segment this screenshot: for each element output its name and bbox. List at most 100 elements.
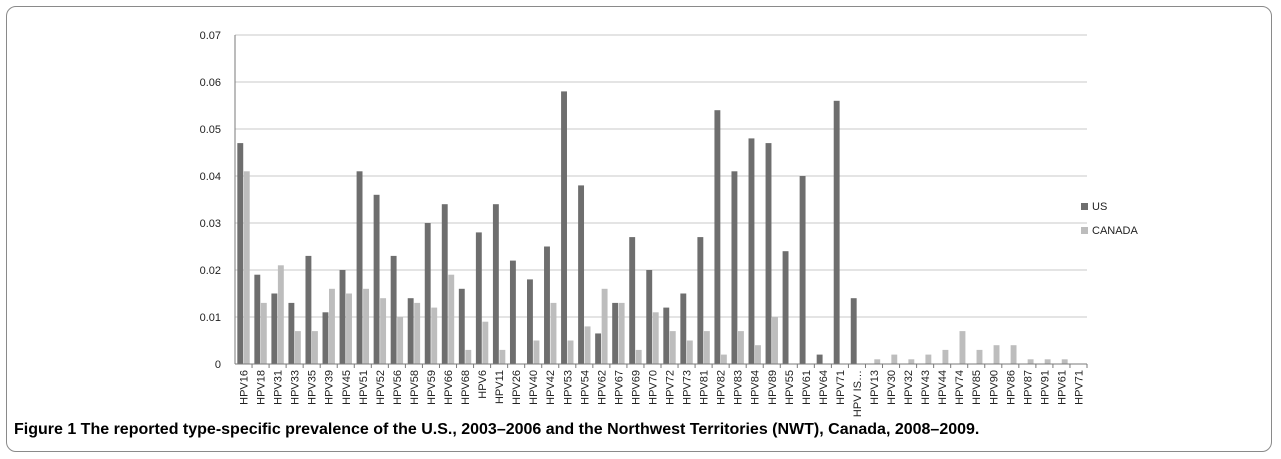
bar-canada-15 bbox=[499, 349, 506, 364]
legend-swatch-canada bbox=[1081, 227, 1088, 234]
figure-frame bbox=[6, 6, 1272, 452]
bar-us-22 bbox=[612, 302, 619, 364]
x-tick-label: HPV53 bbox=[562, 370, 574, 405]
x-tick-label: HPV71 bbox=[1073, 370, 1085, 405]
bar-us-28 bbox=[714, 110, 721, 364]
x-tick-labels: HPV16 HPV18 HPV31 HPV33 HPV35 HPV39 HPV45 HPV51… bbox=[239, 370, 1086, 417]
bar-us-12 bbox=[441, 204, 448, 364]
figure-caption: Figure 1 The reported type-specific prev… bbox=[14, 421, 980, 438]
legend: US CANADA bbox=[1081, 201, 1139, 237]
bar-canada-47 bbox=[1044, 359, 1051, 364]
bar-us-19 bbox=[561, 91, 567, 365]
bar-us-31 bbox=[765, 143, 772, 364]
bar-us-1 bbox=[254, 274, 261, 364]
x-tick-label: HPV69 bbox=[630, 370, 642, 405]
bar-us-30 bbox=[748, 138, 755, 364]
bar-us-10 bbox=[407, 298, 414, 364]
bar-us-13 bbox=[458, 288, 465, 364]
x-tick-label: HPV68 bbox=[460, 370, 472, 405]
y-tick-label: 0.04 bbox=[200, 171, 221, 183]
x-tick-label: HPV61 bbox=[1056, 370, 1068, 405]
bar-us-21 bbox=[595, 333, 602, 364]
x-tick-label: HPV43 bbox=[920, 370, 932, 405]
x-tick-label: HPV54 bbox=[579, 370, 591, 405]
bar-us-11 bbox=[424, 223, 431, 364]
x-tick-label: HPV40 bbox=[528, 370, 540, 405]
x-tick-label: HPV18 bbox=[256, 370, 268, 405]
x-tick-label: HPV42 bbox=[545, 370, 557, 405]
x-tick-label: HPV33 bbox=[290, 370, 302, 405]
bar-canada-11 bbox=[431, 307, 438, 364]
x-tick-label: HPV44 bbox=[937, 370, 949, 405]
bar-canada-48 bbox=[1061, 359, 1068, 364]
bar-us-2 bbox=[271, 293, 278, 364]
bar-canada-26 bbox=[686, 340, 693, 364]
bar-us-6 bbox=[339, 270, 346, 364]
x-tick-label: HPV85 bbox=[971, 370, 983, 405]
x-tick-label: HPV6 bbox=[477, 370, 489, 399]
bar-canada-5 bbox=[329, 288, 335, 364]
bar-canada-25 bbox=[669, 331, 676, 364]
x-tick-label: HPV82 bbox=[716, 370, 728, 405]
x-tick-label: HPV81 bbox=[699, 370, 711, 405]
x-tick-label: HPV IS… bbox=[852, 370, 864, 417]
bar-canada-46 bbox=[1027, 359, 1034, 364]
x-tick-label: HPV11 bbox=[494, 370, 506, 404]
bar-us-33 bbox=[799, 176, 806, 364]
x-tick-label: HPV13 bbox=[869, 370, 881, 405]
x-tick-label: HPV87 bbox=[1022, 370, 1034, 405]
bar-canada-19 bbox=[567, 340, 574, 364]
bar-canada-2 bbox=[277, 265, 284, 364]
bar-us-36 bbox=[850, 298, 857, 364]
bar-canada-7 bbox=[363, 288, 369, 364]
bar-us-4 bbox=[305, 255, 312, 364]
bar-canada-28 bbox=[720, 354, 727, 364]
legend-label-us: US bbox=[1092, 201, 1107, 213]
x-tick-label: HPV89 bbox=[767, 370, 779, 405]
axes bbox=[234, 35, 1088, 368]
x-tick-label: HPV83 bbox=[733, 370, 745, 405]
bar-canada-27 bbox=[703, 331, 710, 364]
bar-us-5 bbox=[322, 312, 329, 364]
x-tick-label: HPV26 bbox=[511, 370, 523, 405]
y-tick-label: 0 bbox=[215, 359, 221, 371]
bar-us-25 bbox=[663, 307, 670, 364]
bar-canada-1 bbox=[260, 302, 267, 364]
bar-us-26 bbox=[680, 293, 687, 364]
bar-canada-40 bbox=[925, 354, 932, 364]
bar-us-18 bbox=[544, 246, 550, 364]
x-tick-label: HPV56 bbox=[392, 370, 404, 405]
bar-canada-3 bbox=[294, 331, 301, 364]
x-tick-label: HPV86 bbox=[1005, 370, 1017, 405]
x-tick-label: HPV64 bbox=[818, 370, 830, 405]
bar-canada-30 bbox=[755, 345, 761, 364]
bar-us-9 bbox=[390, 255, 397, 364]
bar-canada-22 bbox=[618, 302, 625, 364]
bar-us-0 bbox=[237, 143, 244, 364]
bar-canada-10 bbox=[414, 302, 421, 364]
prevalence-bar-chart: 0 0.01 0.02 0.03 0.04 0.05 0.06 0.07 HPV16 HPV18… bbox=[200, 30, 1139, 417]
bar-canada-0 bbox=[243, 171, 250, 364]
bar-canada-4 bbox=[311, 331, 318, 364]
bar-us-35 bbox=[833, 100, 840, 365]
x-tick-label: HPV71 bbox=[835, 370, 847, 405]
bar-canada-9 bbox=[397, 317, 404, 364]
y-tick-label: 0.03 bbox=[200, 218, 221, 230]
y-tick-label: 0.01 bbox=[200, 312, 221, 324]
x-tick-label: HPV91 bbox=[1039, 370, 1051, 405]
bar-us-15 bbox=[492, 204, 499, 364]
x-tick-label: HPV59 bbox=[426, 370, 438, 405]
bar-canada-6 bbox=[346, 293, 352, 364]
bar-canada-42 bbox=[959, 331, 966, 364]
x-tick-label: HPV61 bbox=[801, 370, 813, 405]
bars bbox=[237, 91, 1068, 365]
x-tick-label: HPV30 bbox=[886, 370, 898, 405]
gridlines bbox=[235, 34, 1087, 318]
bar-us-24 bbox=[646, 270, 653, 364]
bar-us-3 bbox=[288, 302, 295, 364]
x-tick-label: HPV84 bbox=[750, 370, 762, 405]
bar-us-17 bbox=[527, 279, 533, 364]
y-tick-label: 0.02 bbox=[200, 265, 221, 277]
x-tick-label: HPV70 bbox=[647, 370, 659, 405]
bar-canada-43 bbox=[976, 349, 983, 364]
